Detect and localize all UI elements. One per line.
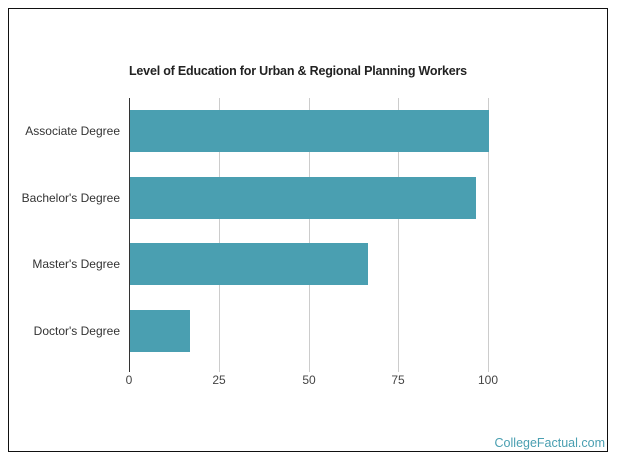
gridline-25 [219,98,220,372]
y-axis-line [129,98,130,372]
chart-title: Level of Education for Urban & Regional … [129,64,467,78]
category-label: Master's Degree [32,257,120,271]
x-tick-label: 100 [477,373,499,387]
x-tick-label: 50 [302,373,316,387]
gridline-50 [309,98,310,372]
category-label: Associate Degree [25,124,120,138]
gridline-75 [398,98,399,372]
bar-masters-degree[interactable] [130,243,369,285]
bar-bachelors-degree[interactable] [130,177,477,219]
x-tick-label: 25 [212,373,226,387]
category-label: Doctor's Degree [33,324,120,338]
plot-area [129,98,489,372]
x-tick-label: 0 [125,373,133,387]
bar-associate-degree[interactable] [130,110,489,152]
watermark-link[interactable]: CollegeFactual.com [494,436,605,450]
bar-doctors-degree[interactable] [130,310,190,352]
chart-frame [8,8,608,452]
gridline-100 [488,98,489,372]
category-label: Bachelor's Degree [21,191,120,205]
x-tick-label: 75 [391,373,405,387]
